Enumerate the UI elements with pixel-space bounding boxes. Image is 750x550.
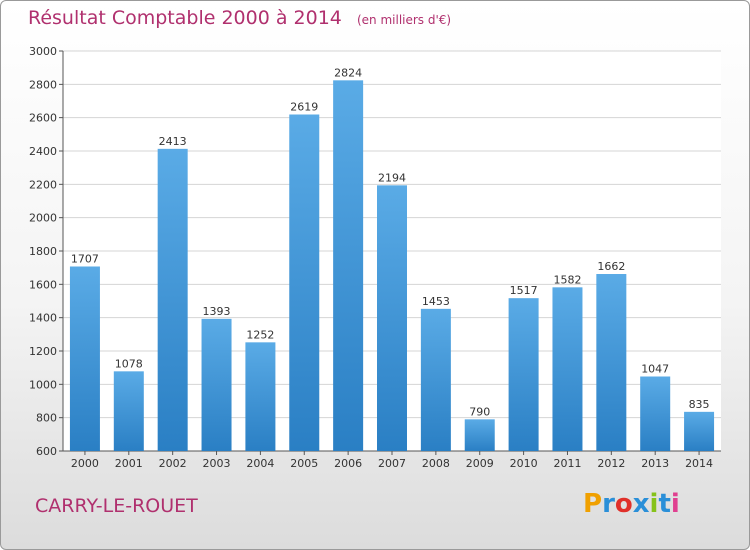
x-tick-label: 2002 [159, 457, 187, 470]
place-name: CARRY-LE-ROUET [35, 495, 198, 517]
value-label: 1047 [641, 363, 669, 376]
value-label: 1453 [422, 295, 450, 308]
y-tick-label: 800 [36, 412, 57, 425]
x-tick-label: 2005 [290, 457, 318, 470]
x-tick-label: 2006 [334, 457, 362, 470]
y-tick-label: 1600 [29, 278, 57, 291]
logo-letter: i [649, 489, 659, 519]
bar [201, 318, 232, 451]
logo-letter: P [583, 489, 603, 519]
value-label: 1707 [71, 253, 99, 266]
bar [333, 80, 364, 451]
y-tick-label: 3000 [29, 45, 57, 58]
y-tick-label: 2000 [29, 212, 57, 225]
value-label: 2619 [290, 101, 318, 114]
value-label: 2824 [334, 66, 362, 79]
chart-title: Résultat Comptable 2000 à 2014 [28, 7, 342, 29]
chart-title-row: Résultat Comptable 2000 à 2014 (en milli… [28, 7, 451, 29]
x-tick-label: 2008 [422, 457, 450, 470]
bar [69, 266, 100, 451]
y-tick-label: 2600 [29, 112, 57, 125]
value-label: 1393 [203, 305, 231, 318]
value-label: 790 [469, 405, 490, 418]
value-label: 835 [689, 398, 710, 411]
value-label: 2413 [159, 135, 187, 148]
x-tick-label: 2003 [203, 457, 231, 470]
y-tick-label: 1200 [29, 345, 57, 358]
x-tick-label: 2007 [378, 457, 406, 470]
x-tick-label: 2000 [71, 457, 99, 470]
value-label: 1582 [553, 273, 581, 286]
value-label: 1662 [597, 260, 625, 273]
logo-letter: t [658, 489, 671, 519]
logo-letter: x [632, 489, 650, 519]
value-label: 2194 [378, 171, 406, 184]
x-tick-label: 2014 [685, 457, 713, 470]
bar [464, 419, 495, 451]
bar [552, 287, 583, 451]
value-label: 1517 [510, 284, 538, 297]
y-tick-label: 2400 [29, 145, 57, 158]
x-tick-label: 2010 [510, 457, 538, 470]
logo-letter: o [614, 489, 633, 519]
bar [596, 274, 627, 451]
bar [245, 342, 276, 451]
y-tick-label: 1800 [29, 245, 57, 258]
y-tick-label: 2800 [29, 78, 57, 91]
x-tick-label: 2004 [246, 457, 274, 470]
bar [684, 411, 715, 451]
bar [289, 114, 320, 451]
y-tick-label: 2200 [29, 178, 57, 191]
chart-subtitle: (en milliers d'€) [356, 13, 452, 27]
value-label: 1252 [246, 328, 274, 341]
bar [508, 298, 539, 451]
x-tick-label: 2011 [553, 457, 581, 470]
y-tick-label: 1000 [29, 378, 57, 391]
bar [377, 185, 407, 452]
x-tick-label: 2012 [597, 457, 625, 470]
y-tick-label: 600 [36, 445, 57, 458]
y-tick-label: 1400 [29, 312, 57, 325]
x-tick-label: 2009 [466, 457, 494, 470]
value-label: 1078 [115, 357, 143, 370]
proxiti-logo: Proxiti [583, 489, 680, 519]
x-tick-label: 2001 [115, 457, 143, 470]
bar [113, 371, 144, 451]
logo-letter: r [602, 489, 615, 519]
logo-letter: i [670, 489, 680, 519]
bar [420, 308, 451, 451]
bar [157, 148, 188, 452]
x-tick-label: 2013 [641, 457, 669, 470]
bar [640, 376, 671, 451]
